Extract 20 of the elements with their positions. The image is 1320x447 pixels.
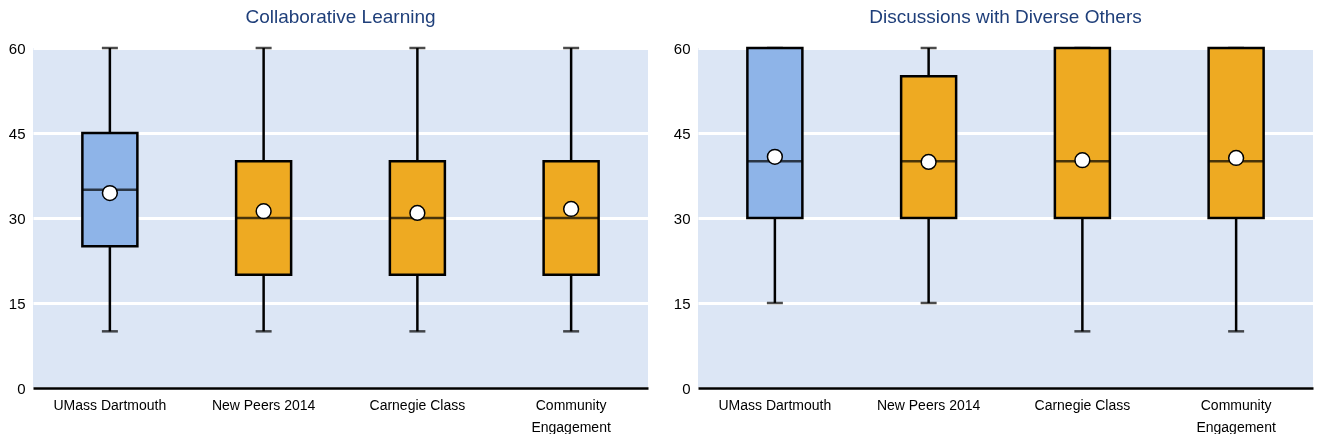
y-tick-label: 0 — [682, 379, 691, 397]
x-tick-label: UMass Dartmouth — [718, 396, 832, 413]
x-tick-label: Carnegie Class — [1034, 396, 1131, 413]
y-tick-label: 30 — [673, 209, 691, 227]
chart-title: Collaborative Learning — [245, 6, 436, 27]
x-tick-label: UMass Dartmouth — [53, 396, 167, 413]
x-tick-label: Carnegie Class — [369, 396, 466, 413]
chart-title: Discussions with Diverse Others — [869, 6, 1142, 27]
y-tick-label: 45 — [8, 124, 26, 142]
y-tick-label: 0 — [17, 379, 26, 397]
y-tick-label: 15 — [673, 294, 691, 312]
y-tick-label: 60 — [8, 39, 26, 57]
y-tick-label: 30 — [8, 209, 26, 227]
x-tick-label: New Peers 2014 — [876, 396, 981, 413]
y-tick-label: 15 — [8, 294, 26, 312]
x-tick-label: Community Engagement — [1196, 396, 1276, 435]
x-tick-label: Community Engagement — [531, 396, 611, 435]
y-tick-label: 60 — [673, 39, 691, 57]
x-tick-label: New Peers 2014 — [211, 396, 316, 413]
y-tick-label: 45 — [673, 124, 691, 142]
